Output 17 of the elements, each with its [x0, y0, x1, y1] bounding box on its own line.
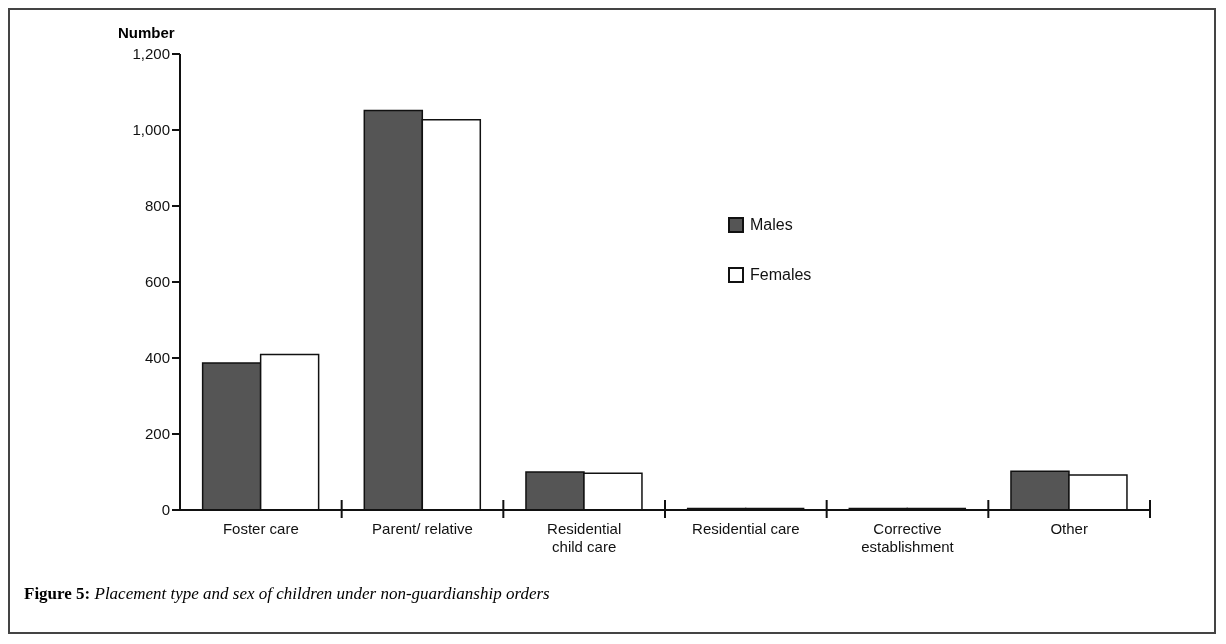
x-tick-label: Other: [1050, 520, 1088, 537]
y-tick-label: 1,200: [132, 45, 170, 63]
legend-label: Males: [750, 216, 793, 234]
text: Figure 5: Placement type and sex of children under non-guardianship orders: [24, 584, 550, 603]
y-tick-label: 0: [161, 501, 170, 519]
x-tick-label: Residential child care: [547, 520, 622, 555]
legend-label: Females: [750, 266, 812, 284]
x-tick-label: Corrective establishment: [861, 520, 955, 555]
x-tick-label: Foster care: [222, 520, 299, 537]
y-tick-label: 1,000: [132, 121, 170, 139]
x-tick-label: Parent/ relative: [372, 520, 473, 537]
x-tick-label: Residential care: [692, 520, 800, 537]
y-axis-title: Number: [118, 24, 175, 41]
y-tick-label: 200: [144, 425, 170, 443]
y-tick-label: 600: [144, 273, 170, 291]
y-tick-label: 800: [144, 197, 170, 215]
y-tick-label: 400: [144, 349, 170, 367]
